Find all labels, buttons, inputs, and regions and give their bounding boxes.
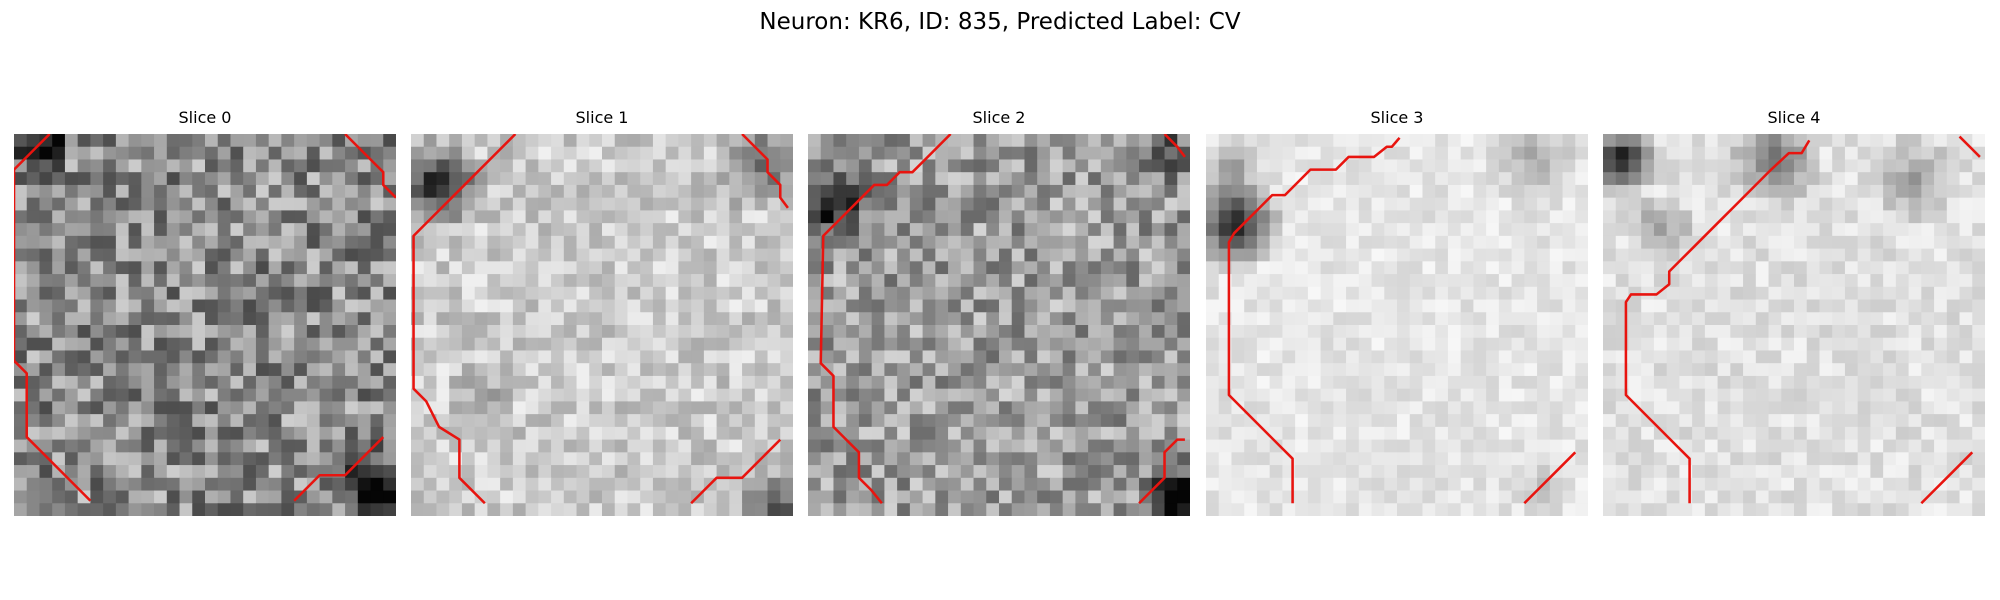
contour-line	[741, 134, 789, 209]
slice-panel: Slice 4	[1603, 108, 1985, 520]
contour-line	[412, 134, 517, 505]
contour-line	[1138, 438, 1185, 505]
slice-image	[1206, 134, 1588, 516]
pixel-grid	[808, 134, 1190, 516]
slice-title: Slice 1	[575, 108, 629, 127]
slice-panel: Slice 3	[1206, 108, 1588, 520]
slice-title: Slice 4	[1767, 108, 1821, 127]
slice-title: Slice 2	[972, 108, 1026, 127]
contour-line	[690, 438, 782, 505]
figure-title: Neuron: KR6, ID: 835, Predicted Label: C…	[759, 9, 1241, 35]
contour-line	[14, 134, 92, 502]
contour-line	[1920, 451, 1974, 505]
pixel-grid	[411, 134, 793, 516]
pixel-grid	[1206, 134, 1588, 516]
slice-image	[14, 134, 396, 516]
slice-title: Slice 0	[178, 108, 232, 127]
slice-image	[411, 134, 793, 516]
contour-line	[819, 134, 952, 505]
slice-panel: Slice 0	[14, 108, 396, 520]
contour-line	[1958, 135, 1981, 158]
contour-line	[1624, 139, 1811, 504]
slice-panel: Slice 2	[808, 108, 1190, 520]
contour-line	[1163, 134, 1186, 158]
contour-line	[1523, 451, 1577, 505]
pixel-grid	[1603, 134, 1985, 516]
slice-image	[1603, 134, 1985, 516]
slice-title: Slice 3	[1370, 108, 1424, 127]
contour-line	[1227, 136, 1401, 504]
pixel-grid	[14, 134, 396, 516]
slice-panel: Slice 1	[411, 108, 793, 520]
contour-line	[344, 134, 396, 199]
slice-image	[808, 134, 1190, 516]
contour-line	[293, 436, 385, 502]
